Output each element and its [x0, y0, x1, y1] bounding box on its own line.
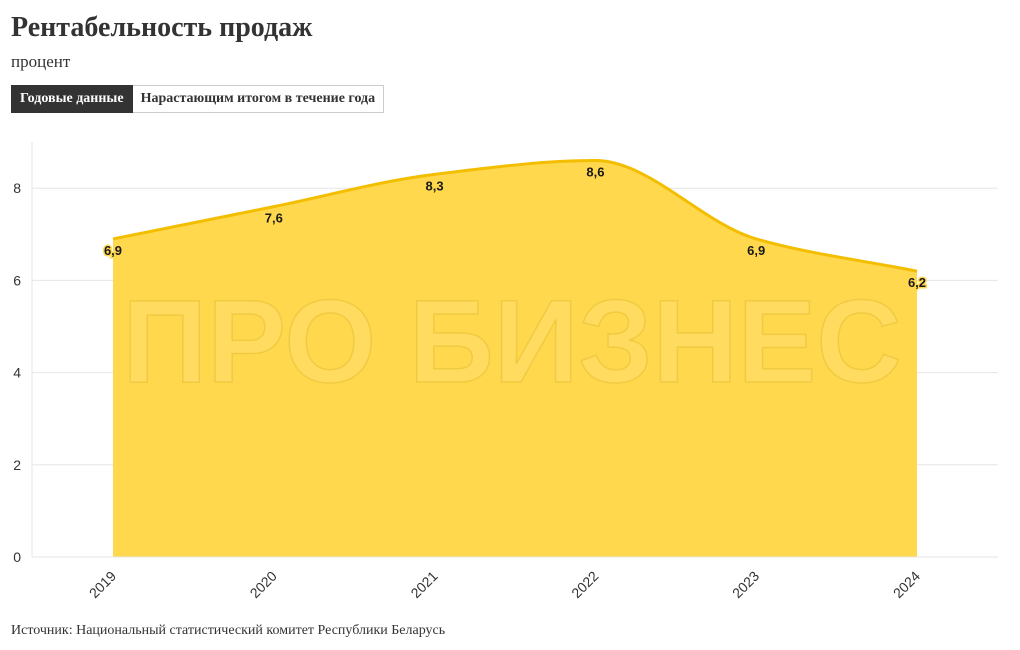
- data-label: 8,3: [426, 178, 444, 193]
- area-chart: ПРО БИЗНЕС 6,9 7,6 8,3 8,6 6,9 6,2 0 2 4 6 8 2019 2…: [13, 142, 998, 601]
- x-tick-label: 2019: [86, 568, 119, 601]
- x-tick-label: 2022: [568, 568, 601, 601]
- data-label: 6,9: [747, 243, 765, 258]
- x-tick-label: 2023: [729, 568, 762, 601]
- tab-annual-data[interactable]: Годовые данные: [11, 85, 133, 113]
- data-label: 6,2: [908, 275, 926, 290]
- data-labels: 6,9 7,6 8,3 8,6 6,9 6,2: [102, 163, 927, 292]
- watermark: ПРО БИЗНЕС: [122, 275, 903, 409]
- x-tick-label: 2020: [247, 568, 280, 601]
- y-tick-label: 8: [13, 180, 21, 196]
- data-label: 6,9: [104, 243, 122, 258]
- view-tabs: Годовые данные Нарастающим итогом в тече…: [11, 85, 385, 113]
- page-title: Рентабельность продаж: [11, 12, 313, 43]
- y-tick-label: 2: [13, 457, 21, 473]
- y-tick-label: 0: [13, 549, 21, 565]
- series-layer: [112, 159, 918, 557]
- watermark-text: ПРО БИЗНЕС: [122, 276, 901, 408]
- series-line: [112, 159, 918, 273]
- tab-cumulative[interactable]: Нарастающим итогом в течение года: [132, 85, 385, 113]
- data-label: 7,6: [265, 211, 283, 226]
- chart-subtitle: процент: [11, 52, 71, 71]
- x-tick-label: 2021: [407, 568, 440, 601]
- y-tick-label: 4: [13, 365, 21, 381]
- x-tick-label: 2024: [890, 568, 923, 601]
- data-label: 8,6: [586, 165, 604, 180]
- series-area: [113, 160, 917, 557]
- source-note: Источник: Национальный статистический ко…: [11, 623, 446, 638]
- y-tick-label: 6: [13, 272, 21, 288]
